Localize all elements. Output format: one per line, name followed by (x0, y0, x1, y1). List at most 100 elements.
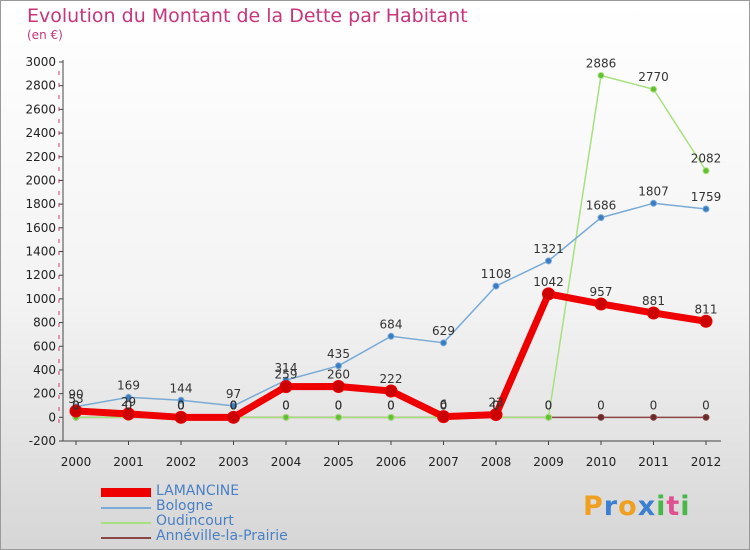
y-tick-label: 800 (33, 316, 56, 330)
data-point (545, 413, 552, 421)
data-label: 0 (230, 398, 238, 412)
chart-title: Evolution du Montant de la Dette par Hab… (27, 5, 468, 27)
data-label: 1108 (481, 267, 512, 281)
y-tick-label: 2200 (25, 150, 56, 164)
data-point (230, 402, 237, 410)
data-label: 0 (230, 398, 238, 412)
data-label: 957 (590, 285, 613, 299)
data-label: 2886 (586, 57, 617, 71)
chart-subtitle: (en €) (27, 28, 63, 42)
data-label: 881 (642, 294, 665, 308)
data-label: 260 (327, 368, 350, 382)
y-tick-label: 2600 (25, 102, 56, 116)
data-point (177, 396, 185, 404)
legend-label: Bologne (156, 498, 213, 514)
data-label: 0 (597, 398, 605, 412)
data-point (492, 282, 500, 290)
proxiti-logo: Proxiti (583, 491, 691, 522)
data-label: 1686 (586, 199, 617, 213)
logo-letter: x (637, 491, 657, 522)
data-point (702, 413, 710, 421)
data-label: 259 (275, 368, 298, 382)
data-label: 1321 (533, 242, 564, 256)
x-tick-label: 2003 (218, 455, 249, 469)
legend-label: Oudincourt (156, 513, 234, 529)
x-tick-label: 2012 (691, 455, 722, 469)
data-label: 0 (702, 398, 710, 412)
data-label: 97 (226, 387, 241, 401)
logo-letter: P (583, 491, 604, 522)
data-label: 0 (125, 398, 133, 412)
data-label: 0 (230, 398, 238, 412)
x-tick-label: 2007 (428, 455, 459, 469)
data-label: 1042 (533, 275, 564, 289)
data-label: 0 (177, 398, 185, 412)
legend-swatch (101, 488, 151, 497)
y-tick-label: 1000 (25, 292, 56, 306)
data-point (282, 413, 290, 421)
data-point (597, 214, 605, 222)
data-point (332, 380, 345, 394)
data-point (122, 407, 135, 421)
data-point (69, 404, 83, 418)
logo-letter: t (666, 491, 681, 522)
data-label: 0 (387, 398, 395, 412)
x-tick-label: 2005 (323, 455, 354, 469)
data-point (597, 413, 605, 421)
data-point (387, 413, 395, 421)
series-line (75, 74, 707, 419)
data-label: 0 (72, 398, 80, 412)
y-tick-label: 2000 (25, 173, 56, 187)
data-point (650, 413, 657, 421)
data-point (594, 297, 608, 311)
data-label: 2770 (638, 70, 669, 84)
y-tick-label: 200 (33, 387, 56, 401)
x-tick-label: 2001 (113, 455, 144, 469)
data-point (384, 384, 398, 398)
x-tick-label: 2008 (481, 455, 512, 469)
data-point (440, 339, 447, 347)
y-tick-label: 0 (48, 410, 56, 424)
data-point (699, 314, 713, 328)
data-label: 0 (72, 398, 80, 412)
y-tick-label: 1400 (25, 245, 56, 259)
data-label: 1759 (691, 190, 722, 204)
y-tick-label: 2800 (25, 79, 56, 93)
data-point (279, 380, 293, 394)
data-label: 144 (170, 381, 193, 395)
y-tick-label: 2400 (25, 126, 56, 140)
data-label: 684 (380, 317, 403, 331)
data-point (125, 393, 132, 401)
y-tick-label: 1800 (25, 197, 56, 211)
x-tick-label: 2000 (61, 455, 92, 469)
data-label: 629 (432, 324, 455, 338)
y-tick-label: 400 (33, 363, 56, 377)
y-tick-label: 3000 (25, 55, 56, 69)
x-tick-label: 2006 (376, 455, 407, 469)
data-label: 6 (440, 398, 448, 412)
data-label: 0 (650, 398, 658, 412)
data-label: 222 (380, 372, 403, 386)
data-point (702, 205, 710, 213)
data-label: 0 (282, 398, 290, 412)
logo-letter: i (680, 491, 691, 522)
x-tick-label: 2009 (533, 455, 564, 469)
data-label: 90 (68, 388, 83, 402)
y-tick-label: -200 (29, 434, 56, 448)
legend-label: Annéville-la-Prairie (156, 528, 288, 544)
data-label: 0 (492, 398, 500, 412)
legend-swatch (101, 522, 151, 524)
x-tick-label: 2002 (166, 455, 197, 469)
data-point (227, 410, 240, 424)
data-label: 169 (117, 378, 140, 392)
data-label: 0 (387, 398, 395, 412)
data-point (702, 167, 710, 175)
data-point (335, 362, 342, 370)
data-label: 0 (177, 398, 185, 412)
y-tick-label: 600 (33, 339, 56, 353)
legend-swatch (101, 537, 151, 539)
data-label: 0 (545, 398, 553, 412)
data-label: 23 (488, 396, 503, 410)
data-label: 0 (125, 398, 133, 412)
